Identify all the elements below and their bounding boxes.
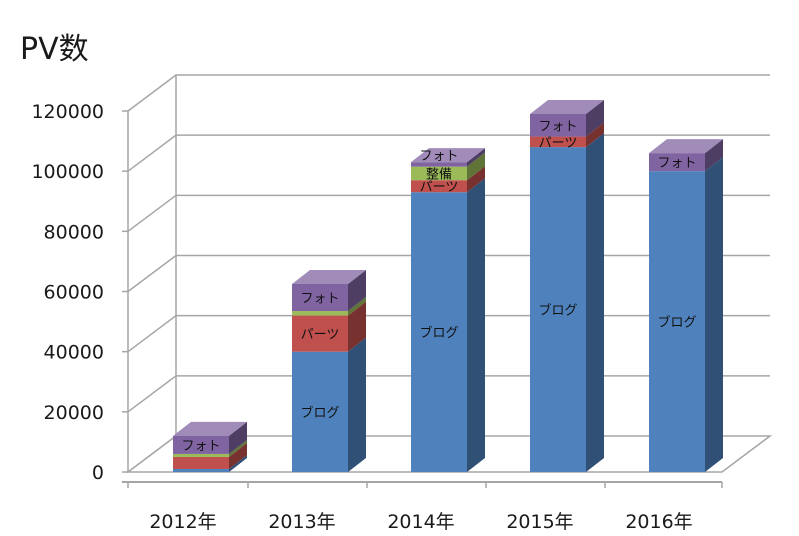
x-tick-label: 2015年 <box>506 511 573 533</box>
segment-label: フォト <box>538 119 577 134</box>
bar-segment-side <box>586 100 604 137</box>
segment-label: フォト <box>300 292 339 307</box>
bar-segment <box>173 468 229 472</box>
segment-label: フォト <box>657 156 696 171</box>
x-tick-label: 2016年 <box>625 511 692 533</box>
bar-segment-top <box>173 421 247 436</box>
segment-label: ブログ <box>538 303 577 319</box>
bar-segment <box>292 315 348 352</box>
x-tick-label: 2013年 <box>268 511 335 533</box>
x-tick-label: 2014年 <box>387 511 454 533</box>
bar-segment <box>173 435 229 454</box>
bar-segment <box>530 114 586 137</box>
bar-segment-side <box>467 166 485 193</box>
segment-label: ブログ <box>419 325 458 341</box>
bar-segment <box>411 192 467 472</box>
bar-segment-side <box>348 297 366 316</box>
bar-segment-top <box>292 269 366 284</box>
bar-segment-top <box>411 148 485 163</box>
chart-title: PV数 <box>20 32 89 67</box>
y-tick-label: 60000 <box>44 282 104 304</box>
gridline <box>127 74 770 112</box>
y-tick-label: 80000 <box>44 221 104 243</box>
bar-segment <box>292 283 348 312</box>
bar-segment <box>411 180 467 193</box>
segment-label: 整備 <box>426 166 452 182</box>
x-axis-ticks: 2012年 2013年 2014年 2015年 2016年 <box>127 482 723 533</box>
bar-segment <box>530 147 586 472</box>
bar-segment <box>530 136 586 148</box>
segment-label: パーツ <box>420 180 459 195</box>
bar-segment-side <box>348 269 366 312</box>
bar-segment-side <box>229 421 247 454</box>
bar-segment <box>173 456 229 469</box>
bar-segment-side <box>467 178 485 472</box>
y-tick-label: 40000 <box>44 342 104 364</box>
segment-label: フォト <box>181 439 220 454</box>
bar-segment-side <box>348 337 366 472</box>
bar-segment <box>292 351 348 472</box>
segment-label: パーツ <box>301 328 340 343</box>
bar-segment-side <box>705 139 723 172</box>
bar-segment-side <box>229 454 247 472</box>
bar-stack: フォト <box>173 421 247 472</box>
segment-label: ブログ <box>300 405 339 421</box>
bar-segment-side <box>229 439 247 457</box>
bar-segment <box>411 162 467 167</box>
segment-label: パーツ <box>539 136 578 151</box>
y-tick-label: 120000 <box>31 101 104 123</box>
bar-segment-side <box>586 122 604 148</box>
bar-segment-side <box>229 442 247 469</box>
bar-segment-side <box>586 133 604 472</box>
bars: フォトブログパーツ整備フォトブログパーツ整備フォトブログパーツフォトブログフォト <box>173 100 723 472</box>
bar-segment-top <box>530 100 604 115</box>
bar-segment-top <box>649 139 723 154</box>
bar-segment-side <box>467 148 485 167</box>
bar-segment <box>649 153 705 172</box>
bar-segment-side <box>705 157 723 472</box>
bar-segment <box>411 166 467 181</box>
y-tick-label: 20000 <box>44 402 104 424</box>
segment-label: ブログ <box>657 315 696 331</box>
y-axis-ticks: 0 20000 40000 60000 80000 100000 120000 <box>31 101 128 484</box>
bar-segment-side <box>348 301 366 352</box>
bar-segment-side <box>467 152 485 181</box>
segment-label: フォト <box>419 149 458 164</box>
y-tick-label: 0 <box>92 462 104 484</box>
y-tick-label: 100000 <box>31 161 104 183</box>
bar-segment <box>649 171 705 472</box>
x-tick-label: 2012年 <box>149 511 216 533</box>
bar-segment <box>173 453 229 457</box>
bar-segment <box>292 311 348 316</box>
